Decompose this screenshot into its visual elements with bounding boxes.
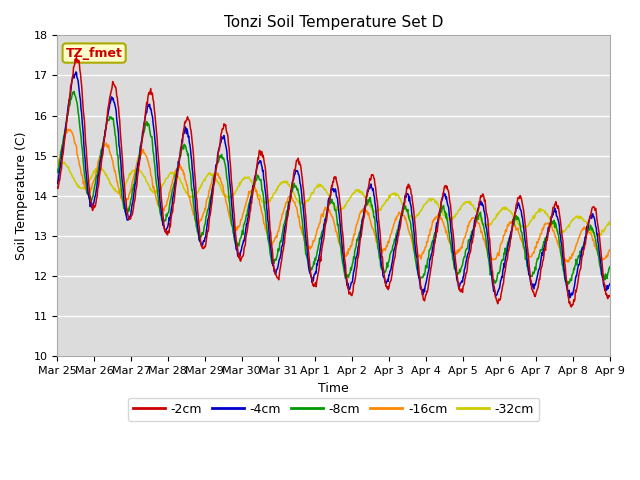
Title: Tonzi Soil Temperature Set D: Tonzi Soil Temperature Set D xyxy=(224,15,444,30)
Legend: -2cm, -4cm, -8cm, -16cm, -32cm: -2cm, -4cm, -8cm, -16cm, -32cm xyxy=(128,398,539,420)
Y-axis label: Soil Temperature (C): Soil Temperature (C) xyxy=(15,132,28,260)
Text: TZ_fmet: TZ_fmet xyxy=(66,47,123,60)
X-axis label: Time: Time xyxy=(318,382,349,395)
